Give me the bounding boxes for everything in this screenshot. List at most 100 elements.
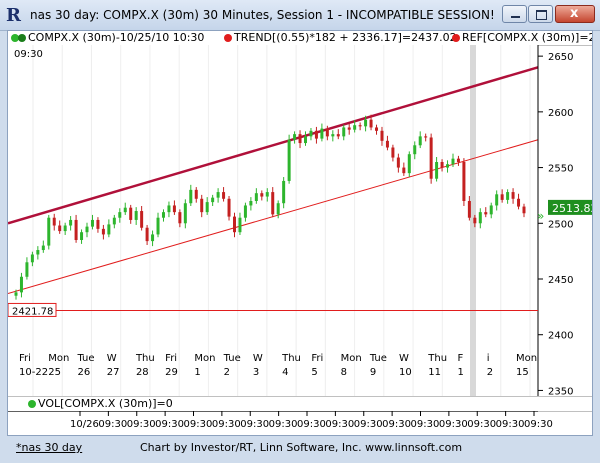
reference-line-group[interactable]: 2421.78 — [8, 302, 538, 317]
candle-body-87 — [489, 205, 493, 215]
date-label-4: 28 — [136, 367, 149, 378]
candle-body-44 — [254, 193, 258, 201]
candle-body-73 — [413, 145, 417, 155]
date-label-13: 10 — [399, 367, 412, 378]
candle-body-93 — [522, 206, 526, 214]
candle-body-6 — [47, 217, 51, 246]
candle-body-63 — [358, 125, 362, 127]
candle-body-50 — [287, 139, 291, 181]
y-tick-label-0: 2650 — [548, 52, 573, 63]
maximize-button[interactable] — [528, 5, 553, 23]
volume-dot-icon — [28, 400, 36, 408]
candle-body-5 — [41, 245, 45, 251]
time-label-7: 09:30 — [269, 419, 298, 430]
candle-body-68 — [385, 140, 389, 148]
chart-window[interactable]: COMPX.X (30m)-10/25/10 10:30 TREND[(0.55… — [7, 30, 593, 436]
day-label-7: Tue — [223, 353, 241, 364]
ref-legend-label: REF[COMPX.X (30m)]=242 — [462, 31, 592, 44]
candle-body-48 — [276, 203, 280, 215]
candle-body-43 — [249, 201, 253, 206]
chart-tab[interactable]: *nas 30 day — [16, 441, 83, 454]
candle-body-62 — [353, 125, 357, 130]
ref-dot-icon — [452, 34, 460, 42]
candle-body-23 — [140, 211, 144, 228]
date-label-16: 2 — [487, 367, 493, 378]
minimize-button[interactable] — [502, 5, 527, 23]
time-label: 09:30 — [14, 49, 43, 60]
candle-body-66 — [375, 127, 379, 131]
last-price-marker[interactable]: » 2513.82 — [537, 199, 592, 223]
candle-body-8 — [58, 225, 62, 232]
candle-body-2 — [25, 262, 29, 277]
candle-body-21 — [129, 207, 133, 220]
ref-legend-item[interactable]: REF[COMPX.X (30m)]=242 — [452, 31, 592, 44]
volume-legend[interactable]: VOL[COMPX.X (30m)]=0 — [8, 396, 592, 412]
candle-body-26 — [156, 217, 160, 235]
candle-body-54 — [309, 130, 313, 137]
y-tick-label-1: 2600 — [548, 108, 573, 119]
credit-text: Chart by Investor/RT, Linn Software, Inc… — [140, 441, 463, 454]
candle-body-29 — [172, 205, 176, 213]
candle-body-64 — [364, 119, 368, 127]
candle-body-86 — [484, 212, 488, 215]
time-label-4: 09:30 — [184, 419, 213, 430]
candle-body-47 — [271, 192, 275, 215]
volume-legend-item[interactable]: VOL[COMPX.X (30m)]=0 — [28, 397, 173, 410]
candle-body-76 — [429, 137, 433, 179]
day-label-8: W — [253, 353, 263, 364]
day-label-11: Mon — [341, 353, 362, 364]
series-legend-item[interactable]: COMPX.X (30m)-10/25/10 10:30 — [11, 31, 204, 44]
close-button[interactable]: x — [555, 5, 595, 23]
candle-body-28 — [167, 205, 171, 213]
price-chart[interactable]: Fri10-22Mon25Tue26W27Thu28Fri29Mon1Tue2W… — [8, 45, 592, 396]
last-price-label: 2513.82 — [552, 202, 592, 215]
date-label-0: 10-22 — [19, 367, 48, 378]
time-label-11: 09:30 — [382, 419, 411, 430]
candle-body-84 — [473, 217, 477, 224]
candle-body-18 — [112, 217, 116, 225]
candle-body-10 — [69, 219, 73, 226]
time-label-2: 09:30 — [127, 419, 156, 430]
date-label-8: 3 — [253, 367, 259, 378]
trend-legend-item[interactable]: TREND[(0.55)*182 + 2336.17]=2437.02 — [224, 31, 457, 44]
candle-body-45 — [260, 193, 264, 197]
day-label-17: Mon — [516, 353, 537, 364]
candle-body-74 — [418, 136, 422, 146]
status-bar: *nas 30 day Chart by Investor/RT, Linn S… — [0, 438, 600, 463]
investor-rt-app-icon[interactable]: R — [6, 5, 21, 26]
y-tick-label-3: 2500 — [548, 219, 573, 230]
time-label-3: 09:30 — [155, 419, 184, 430]
candle-body-1 — [19, 276, 23, 293]
candle-body-67 — [380, 130, 384, 141]
y-axis-ticks: 2650 2600 2550 2500 2450 2400 2350 — [538, 52, 573, 396]
title-bar[interactable]: R nas 30 day: COMPX.X (30m) 30 Minutes, … — [0, 0, 600, 31]
time-ticks: 10/26 09:30 09:30 09:30 09:30 09:30 09:30 09:30… — [70, 411, 553, 430]
candle-body-56 — [320, 128, 324, 139]
date-label-10: 5 — [311, 367, 317, 378]
candle-body-32 — [189, 189, 193, 204]
day-label-4: Thu — [135, 353, 155, 364]
day-label-16: i — [487, 353, 490, 364]
day-label-15: F — [458, 353, 464, 364]
date-label-15: 1 — [458, 367, 464, 378]
date-label-1: 25 — [48, 367, 61, 378]
candle-body-3 — [30, 254, 34, 263]
day-label-13: W — [399, 353, 409, 364]
day-label-5: Fri — [165, 353, 177, 364]
date-label-12: 9 — [370, 367, 376, 378]
time-label-10: 09:30 — [354, 419, 383, 430]
candle-body-79 — [446, 164, 450, 168]
candle-body-82 — [462, 162, 466, 201]
series-dot-icon-2 — [18, 34, 26, 42]
candle-body-22 — [134, 211, 138, 220]
candle-body-39 — [227, 198, 231, 217]
candle-body-75 — [424, 136, 428, 138]
time-label-14: 09:30 — [467, 419, 496, 430]
candle-body-70 — [396, 157, 400, 168]
series-legend-label: COMPX.X (30m)-10/25/10 10:30 — [28, 31, 205, 44]
candle-body-89 — [500, 194, 504, 200]
trend-legend-label: TREND[(0.55)*182 + 2336.17]=2437.02 — [234, 31, 457, 44]
candle-body-49 — [282, 180, 286, 204]
y-tick-label-4: 2450 — [548, 275, 573, 286]
